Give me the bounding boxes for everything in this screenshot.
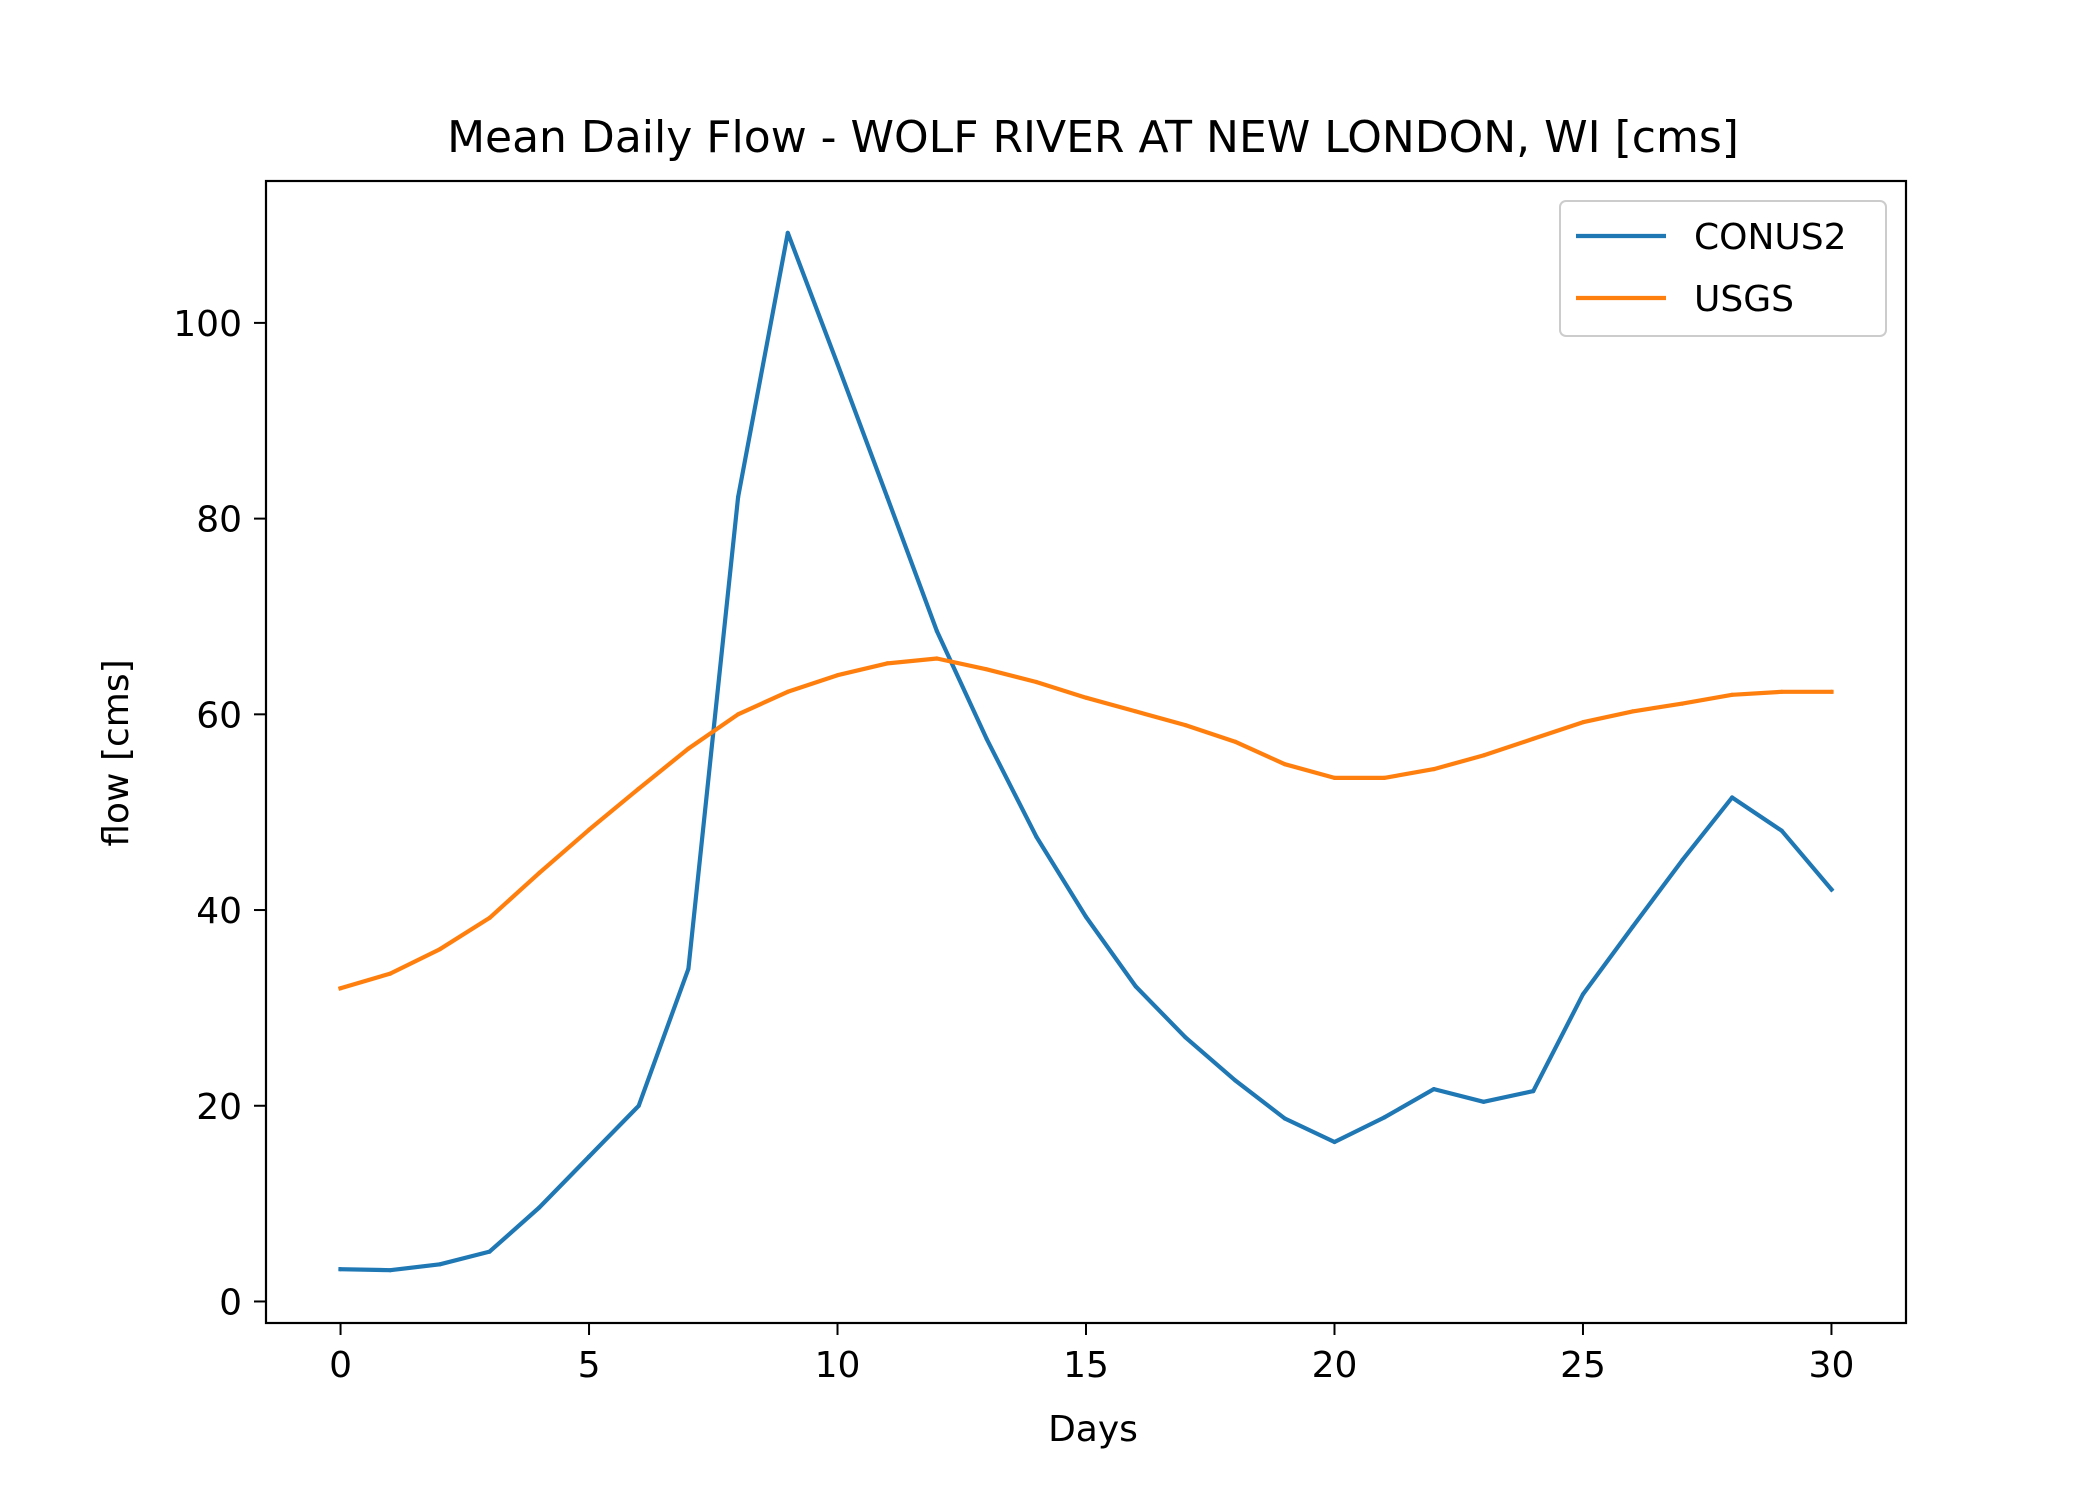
data-point-conus2	[1730, 795, 1735, 800]
data-point-usgs	[487, 915, 492, 921]
data-point-usgs	[388, 971, 393, 976]
y-tick-label: 20	[196, 1087, 242, 1128]
data-point-conus2	[487, 1249, 492, 1254]
data-point-usgs	[1083, 695, 1089, 700]
data-point-conus2	[1829, 887, 1834, 892]
data-point-conus2	[1531, 1089, 1536, 1094]
legend: CONUS2 USGS	[1559, 200, 1887, 337]
x-tick-label: 0	[329, 1345, 352, 1386]
data-point-usgs	[1730, 692, 1735, 697]
data-point-conus2	[934, 629, 940, 634]
data-point-conus2	[537, 1205, 542, 1210]
data-point-conus2	[1332, 1139, 1337, 1145]
y-tick-label: 100	[173, 304, 242, 345]
data-point-conus2	[736, 495, 741, 500]
data-point-conus2	[388, 1268, 393, 1273]
data-point-conus2	[1630, 924, 1635, 929]
x-tick-label: 30	[1809, 1345, 1855, 1386]
data-point-conus2	[835, 361, 840, 367]
data-point-conus2	[686, 966, 691, 971]
data-point-usgs	[1580, 720, 1586, 725]
chart-title: Mean Daily Flow - WOLF RIVER AT NEW LOND…	[447, 112, 1739, 163]
data-point-conus2	[1481, 1099, 1486, 1104]
x-axis-label: Days	[1048, 1409, 1138, 1450]
data-point-usgs	[835, 673, 840, 678]
data-point-conus2	[437, 1262, 442, 1267]
x-tick-label: 5	[578, 1345, 601, 1386]
data-point-conus2	[1382, 1115, 1387, 1120]
data-point-conus2	[1233, 1078, 1238, 1083]
data-point-conus2	[636, 1103, 641, 1108]
data-point-usgs	[1183, 723, 1188, 728]
data-point-conus2	[785, 230, 790, 235]
data-point-usgs	[1282, 762, 1287, 767]
x-tick-label: 20	[1312, 1345, 1358, 1386]
data-point-conus2	[1183, 1035, 1188, 1040]
plot-area	[337, 230, 1835, 1273]
data-point-usgs	[984, 667, 989, 672]
data-point-usgs	[736, 712, 741, 717]
data-point-usgs	[1531, 736, 1536, 741]
x-tick-label: 15	[1063, 1345, 1109, 1386]
legend-label-usgs: USGS	[1694, 279, 1794, 320]
data-point-usgs	[885, 661, 890, 666]
data-point-conus2	[1083, 914, 1089, 920]
data-point-usgs	[1630, 709, 1635, 714]
data-point-conus2	[1779, 828, 1784, 833]
data-point-usgs	[1034, 679, 1039, 685]
data-point-usgs	[686, 746, 691, 751]
data-point-usgs	[1133, 709, 1138, 714]
data-point-usgs	[1233, 739, 1238, 744]
axes: 0 5 10 15 20 25 30 0 20 40 60 80 100	[173, 179, 1908, 1386]
data-point-conus2	[885, 495, 890, 500]
data-point-usgs	[1382, 775, 1387, 781]
data-point-usgs	[1680, 701, 1685, 706]
data-point-conus2	[984, 736, 989, 741]
data-point-conus2	[1580, 992, 1586, 997]
data-point-conus2	[338, 1267, 343, 1272]
data-point-conus2	[586, 1154, 592, 1159]
data-point-usgs	[586, 827, 592, 832]
data-point-usgs	[338, 986, 343, 991]
y-tick-label: 0	[219, 1282, 242, 1323]
data-point-usgs	[537, 870, 542, 876]
data-point-usgs	[1431, 767, 1436, 772]
data-point-conus2	[1282, 1116, 1287, 1121]
data-point-usgs	[934, 656, 940, 661]
data-point-conus2	[1680, 858, 1685, 863]
data-point-usgs	[636, 786, 641, 791]
data-point-usgs	[437, 947, 442, 952]
data-point-conus2	[1431, 1087, 1436, 1092]
data-point-usgs	[1332, 775, 1337, 781]
data-point-conus2	[1133, 984, 1138, 989]
y-tick-label: 40	[196, 891, 242, 932]
data-point-usgs	[1481, 753, 1486, 758]
data-point-conus2	[1034, 834, 1039, 839]
legend-label-conus2: CONUS2	[1694, 217, 1847, 258]
y-axis-label: flow [cms]	[96, 659, 137, 846]
data-point-usgs	[785, 689, 790, 694]
y-tick-label: 60	[196, 695, 242, 736]
x-tick-label: 10	[815, 1345, 861, 1386]
data-point-usgs	[1779, 689, 1784, 694]
x-tick-label: 25	[1560, 1345, 1606, 1386]
y-tick-label: 80	[196, 500, 242, 541]
data-point-usgs	[1829, 689, 1834, 694]
